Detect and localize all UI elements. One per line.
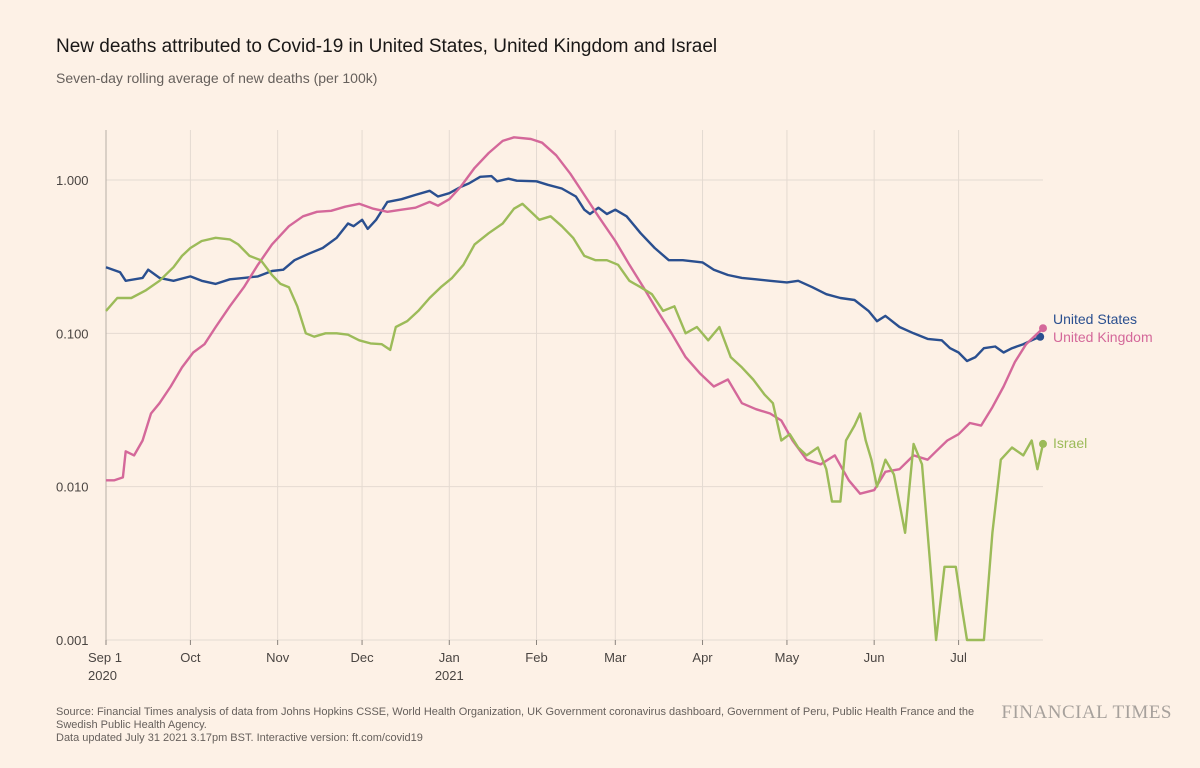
x-tick-label: Jun bbox=[864, 650, 885, 665]
series-label: United States bbox=[1053, 311, 1137, 327]
axis-ticks: 1.000 0.100 0.010 0.001 Sep 1 2020 Oct Nov Dec Ja… bbox=[56, 173, 967, 683]
source-note: Source: Financial Times analysis of data… bbox=[56, 706, 975, 731]
series-line bbox=[105, 174, 1041, 363]
x-tick-label: Sep 1 bbox=[88, 650, 122, 665]
chart-subtitle: Seven-day rolling average of new deaths … bbox=[56, 70, 378, 86]
chart-title: New deaths attributed to Covid-19 in Uni… bbox=[56, 36, 718, 57]
series-line bbox=[105, 202, 1045, 642]
x-tick-label: Feb bbox=[525, 650, 547, 665]
series-line bbox=[106, 136, 1044, 495]
y-tick-label: 0.010 bbox=[56, 480, 89, 495]
series-end-marker bbox=[1039, 439, 1047, 448]
chart-footer: Source: Financial Times analysis of data… bbox=[56, 706, 986, 745]
series-labels: United States United Kingdom Israel bbox=[1053, 311, 1153, 451]
series-end-marker bbox=[1036, 332, 1045, 341]
x-tick-label: Dec bbox=[350, 650, 374, 665]
x-tick-label: Apr bbox=[692, 650, 713, 665]
x-tick-label: Nov bbox=[266, 650, 290, 665]
series-label: Israel bbox=[1053, 435, 1087, 451]
x-tick-label: Oct bbox=[180, 650, 201, 665]
updated-note: Data updated July 31 2021 3.17pm BST. In… bbox=[56, 732, 423, 744]
gridlines bbox=[105, 130, 1043, 645]
series-lines bbox=[105, 136, 1047, 642]
financial-times-logo: FINANCIAL TIMES bbox=[1001, 702, 1172, 723]
y-tick-label: 0.100 bbox=[56, 326, 89, 341]
x-tick-label: Jul bbox=[950, 650, 967, 665]
x-tick-label: May bbox=[775, 650, 800, 665]
x-tick-label: Jan bbox=[439, 650, 460, 665]
x-tick-year-label: 2020 bbox=[88, 668, 117, 683]
series-label: United Kingdom bbox=[1053, 329, 1153, 345]
y-tick-label: 1.000 bbox=[56, 173, 89, 188]
x-tick-year-label: 2021 bbox=[435, 668, 464, 683]
x-tick-label: Mar bbox=[604, 650, 627, 665]
line-chart: 1.000 0.100 0.010 0.001 Sep 1 2020 Oct Nov Dec Ja… bbox=[56, 130, 1153, 683]
series-end-marker bbox=[1039, 324, 1047, 333]
y-tick-label: 0.001 bbox=[56, 633, 89, 648]
